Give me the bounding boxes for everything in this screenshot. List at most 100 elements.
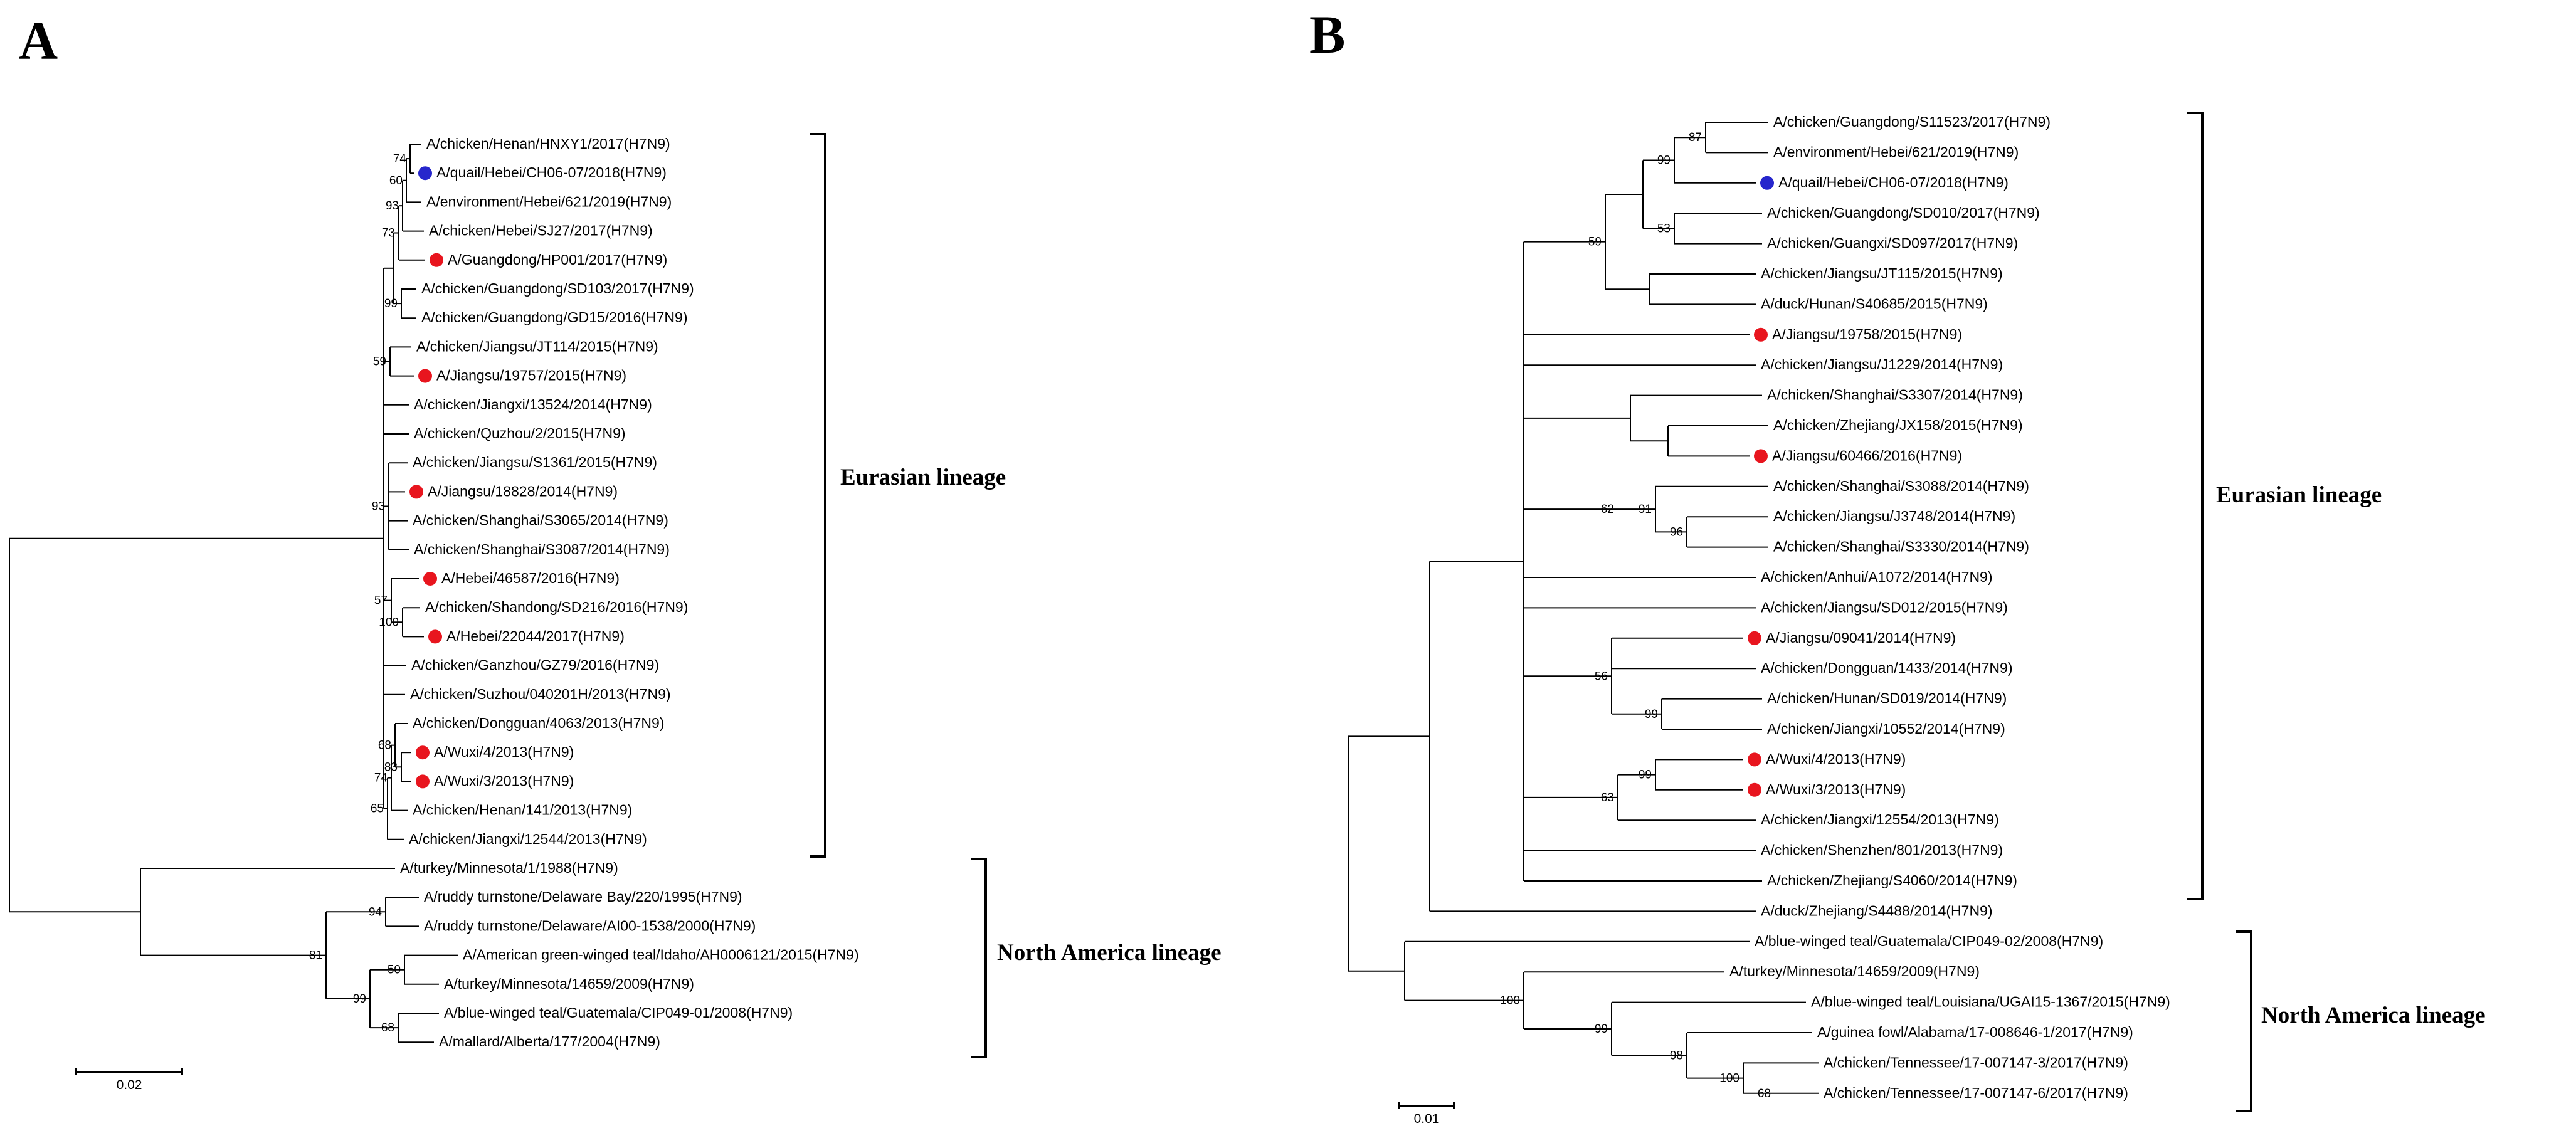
taxon-label: A/American green-winged teal/Idaho/AH000… bbox=[463, 947, 859, 963]
taxon-label: A/chicken/Shenzhen/801/2013(H7N9) bbox=[1761, 842, 2003, 858]
taxon-label: A/Hebei/22044/2017(H7N9) bbox=[446, 628, 625, 644]
taxon-label: A/Hebei/46587/2016(H7N9) bbox=[441, 570, 620, 586]
taxon-label: A/chicken/Jiangxi/13524/2014(H7N9) bbox=[414, 396, 652, 413]
taxon-label: A/chicken/Shanghai/S3307/2014(H7N9) bbox=[1767, 387, 2023, 403]
taxon-label: A/chicken/Jiangsu/SD012/2015(H7N9) bbox=[1761, 599, 2008, 615]
taxon-label: A/chicken/Shanghai/S3088/2014(H7N9) bbox=[1773, 478, 2029, 494]
taxon-label: A/chicken/Hebei/SJ27/2017(H7N9) bbox=[429, 223, 653, 239]
bootstrap-value: 68 bbox=[1758, 1087, 1771, 1100]
scale-bar-a-line bbox=[75, 1068, 183, 1075]
taxon-label: A/chicken/Shanghai/S3087/2014(H7N9) bbox=[414, 541, 670, 557]
panel-b-letter: B bbox=[1309, 4, 1346, 65]
bootstrap-value: 87 bbox=[1689, 131, 1702, 144]
taxon-label: A/Wuxi/3/2013(H7N9) bbox=[434, 772, 574, 789]
eurasian-lineage-bracket-b bbox=[2187, 112, 2204, 900]
bootstrap-value: 83 bbox=[384, 761, 398, 774]
taxon-label: A/chicken/Tennessee/17-007147-6/2017(H7N… bbox=[1824, 1085, 2128, 1101]
taxon-label: A/chicken/Hunan/SD019/2014(H7N9) bbox=[1767, 690, 2007, 707]
north-america-lineage-label-a: North America lineage bbox=[997, 940, 1222, 966]
bootstrap-value: 74 bbox=[393, 152, 407, 166]
strain-marker-red bbox=[1748, 631, 1761, 645]
bootstrap-value: 63 bbox=[1601, 791, 1614, 804]
strain-marker-red bbox=[418, 369, 432, 383]
strain-marker-red bbox=[423, 572, 437, 586]
taxon-label: A/ruddy turnstone/Delaware Bay/220/1995(… bbox=[424, 888, 742, 905]
bootstrap-value: 68 bbox=[381, 1021, 394, 1035]
strain-marker-blue bbox=[1760, 176, 1774, 190]
taxon-label: A/duck/Zhejiang/S4488/2014(H7N9) bbox=[1761, 902, 1993, 919]
taxon-label: A/Wuxi/3/2013(H7N9) bbox=[1766, 781, 1906, 798]
taxon-label: A/chicken/Henan/141/2013(H7N9) bbox=[413, 802, 632, 818]
bootstrap-value: 57 bbox=[374, 594, 388, 608]
taxon-label: A/chicken/Guangdong/SD103/2017(H7N9) bbox=[421, 280, 694, 297]
strain-marker-red bbox=[430, 253, 443, 267]
taxon-label: A/mallard/Alberta/177/2004(H7N9) bbox=[439, 1033, 660, 1050]
taxon-label: A/chicken/Guangxi/SD097/2017(H7N9) bbox=[1767, 235, 2018, 251]
taxon-label: A/chicken/Shanghai/S3065/2014(H7N9) bbox=[413, 512, 668, 529]
taxon-label: A/chicken/Jiangxi/12554/2013(H7N9) bbox=[1761, 811, 1999, 828]
bootstrap-value: 62 bbox=[1601, 503, 1614, 516]
bootstrap-value: 60 bbox=[389, 174, 403, 187]
taxon-label: A/chicken/Jiangsu/J3748/2014(H7N9) bbox=[1773, 508, 2015, 524]
taxon-label: A/chicken/Jiangsu/S1361/2015(H7N9) bbox=[413, 454, 657, 470]
taxon-label: A/chicken/Quzhou/2/2015(H7N9) bbox=[414, 425, 626, 441]
bootstrap-value: 98 bbox=[1670, 1049, 1683, 1062]
taxon-label: A/turkey/Minnesota/14659/2009(H7N9) bbox=[1729, 963, 1980, 979]
taxon-label: A/chicken/Jiangxi/12544/2013(H7N9) bbox=[409, 831, 647, 847]
bootstrap-value: 65 bbox=[371, 803, 384, 816]
bootstrap-value: 53 bbox=[1657, 222, 1671, 235]
taxon-label: A/Jiangsu/19758/2015(H7N9) bbox=[1772, 326, 1962, 342]
taxon-label: A/chicken/Guangdong/GD15/2016(H7N9) bbox=[421, 309, 687, 325]
strain-marker-red bbox=[1748, 752, 1761, 767]
taxon-label: A/turkey/Minnesota/14659/2009(H7N9) bbox=[444, 976, 694, 992]
taxon-label: A/chicken/Dongguan/1433/2014(H7N9) bbox=[1761, 660, 2013, 676]
taxon-label: A/Jiangsu/19757/2015(H7N9) bbox=[436, 367, 626, 384]
strain-marker-red bbox=[416, 745, 430, 760]
strain-marker-red bbox=[409, 485, 423, 499]
bootstrap-value: 100 bbox=[379, 616, 399, 629]
bootstrap-value: 81 bbox=[309, 949, 322, 962]
bootstrap-value: 59 bbox=[373, 356, 386, 369]
taxon-label: A/chicken/Guangdong/SD010/2017(H7N9) bbox=[1767, 204, 2040, 221]
taxon-label: A/chicken/Shandong/SD216/2016(H7N9) bbox=[425, 599, 688, 615]
taxon-label: A/quail/Hebei/CH06-07/2018(H7N9) bbox=[436, 164, 667, 181]
taxon-label: A/chicken/Ganzhou/GZ79/2016(H7N9) bbox=[411, 657, 659, 673]
taxon-label: A/Guangdong/HP001/2017(H7N9) bbox=[448, 251, 667, 268]
taxon-label: A/blue-winged teal/Louisiana/UGAI15-1367… bbox=[1811, 994, 2170, 1010]
bootstrap-value: 59 bbox=[1588, 236, 1602, 249]
bootstrap-value: 74 bbox=[374, 772, 388, 785]
bootstrap-value: 99 bbox=[1657, 154, 1671, 167]
bootstrap-value: 73 bbox=[382, 226, 395, 240]
bootstrap-value: 99 bbox=[353, 993, 366, 1006]
bootstrap-value: 93 bbox=[372, 500, 385, 514]
taxon-label: A/chicken/Jiangxi/10552/2014(H7N9) bbox=[1767, 720, 2005, 737]
scale-bar-b-line bbox=[1398, 1102, 1455, 1109]
bootstrap-value: 93 bbox=[386, 199, 399, 213]
taxon-label: A/duck/Hunan/S40685/2015(H7N9) bbox=[1761, 295, 1988, 312]
taxon-label: A/Jiangsu/60466/2016(H7N9) bbox=[1772, 447, 1962, 463]
bootstrap-value: 50 bbox=[388, 964, 401, 977]
strain-marker-red bbox=[1754, 327, 1768, 342]
scale-bar-b-label: 0.01 bbox=[1413, 1112, 1440, 1126]
bootstrap-value: 100 bbox=[1719, 1072, 1739, 1085]
taxon-label: A/Jiangsu/09041/2014(H7N9) bbox=[1766, 629, 1956, 646]
scale-bar-a: 0.02 bbox=[75, 1068, 183, 1093]
north-america-lineage-label-b: North America lineage bbox=[2261, 1003, 2486, 1028]
north-america-lineage-bracket-a bbox=[971, 858, 987, 1058]
scale-bar-a-label: 0.02 bbox=[116, 1078, 142, 1092]
eurasian-lineage-label-a: Eurasian lineage bbox=[840, 465, 1006, 490]
taxon-label: A/blue-winged teal/Guatemala/CIP049-01/2… bbox=[444, 1004, 793, 1021]
bootstrap-value: 100 bbox=[1500, 994, 1520, 1008]
bootstrap-value: 94 bbox=[369, 905, 383, 919]
taxon-label: A/environment/Hebei/621/2019(H7N9) bbox=[426, 193, 672, 209]
eurasian-lineage-label-b: Eurasian lineage bbox=[2216, 482, 2382, 508]
taxon-label: A/turkey/Minnesota/1/1988(H7N9) bbox=[400, 860, 618, 876]
bootstrap-value: 96 bbox=[1670, 525, 1683, 539]
taxon-label: A/Jiangsu/18828/2014(H7N9) bbox=[428, 483, 618, 499]
taxon-label: A/chicken/Henan/HNXY1/2017(H7N9) bbox=[426, 135, 670, 152]
taxon-label: A/chicken/Suzhou/040201H/2013(H7N9) bbox=[410, 686, 671, 702]
bootstrap-value: 68 bbox=[378, 739, 391, 752]
taxon-label: A/chicken/Tennessee/17-007147-3/2017(H7N… bbox=[1824, 1054, 2128, 1070]
